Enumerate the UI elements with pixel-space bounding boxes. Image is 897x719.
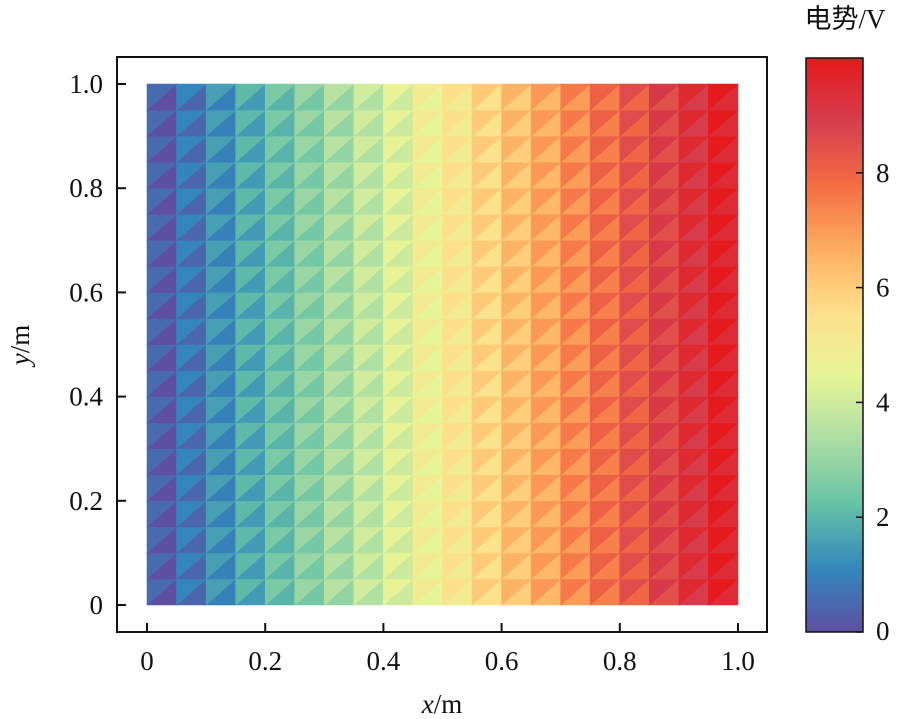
field-cell [471,83,503,111]
field-cell [678,83,710,111]
y-axis-label-var: y [5,353,35,368]
x-axis-label-var: x [421,689,434,719]
x-tick-label: 0.4 [367,646,401,676]
field-column [648,83,680,606]
colorbar-tick-label: 2 [876,502,890,532]
field-column [471,83,503,606]
field-column [500,83,532,606]
field-column [707,83,739,606]
field-cell [501,83,532,111]
field-cell [323,83,355,111]
field-column [353,83,385,606]
field-cell [442,83,473,111]
field-cell [619,83,651,111]
field-column [589,83,621,606]
field-column [293,83,326,606]
field-column [205,83,237,606]
colorbar [805,57,864,633]
field-column [264,83,296,606]
x-axis-label-unit: /m [434,689,463,719]
field-column [234,83,266,606]
field-column [441,83,473,606]
x-axis-ticks: 0 0.2 0.4 0.6 0.8 1.0 [140,623,755,676]
field-cell [412,83,444,111]
y-tick-label: 1.0 [69,69,103,99]
x-tick-label: 0 [140,646,154,676]
x-tick-label: 0.8 [603,646,637,676]
field-column [323,83,355,606]
field-column [412,83,444,606]
y-tick-label: 0.6 [69,277,103,307]
colorbar-tick-label: 0 [876,616,890,646]
y-tick-label: 0.2 [69,486,103,516]
field-column [619,83,651,606]
x-tick-label: 0.2 [248,646,282,676]
field-cell [146,83,178,111]
field-column [382,83,414,606]
y-tick-label: 0.4 [69,382,103,412]
potential-field [146,83,739,606]
field-cell [294,83,326,111]
field-cell [589,83,621,111]
colorbar-title: 电势/V [805,4,887,34]
y-axis-label: y/m [5,325,35,369]
y-tick-label: 0.8 [69,173,103,203]
x-tick-label: 1.0 [721,646,755,676]
field-column [146,83,178,606]
field-cell [353,83,385,111]
field-cell [176,83,207,111]
colorbar-tick-label: 6 [876,273,890,303]
field-column [175,83,207,606]
x-axis-label: x/m [421,689,463,719]
plot-frame [116,56,768,633]
field-cell [530,83,562,111]
y-axis-ticks: 0 0.2 0.4 0.6 0.8 1.0 [69,69,126,620]
colorbar-tick-label: 8 [876,158,890,188]
field-cell [649,83,680,111]
field-cell [560,83,592,111]
field-cell [235,83,266,111]
field-cell [383,83,414,111]
y-tick-label: 0 [90,590,104,620]
x-tick-label: 0.6 [485,646,519,676]
y-axis-label-unit: /m [5,325,35,354]
field-column [678,83,710,606]
field-cell [205,83,237,111]
field-cell [708,83,739,111]
colorbar-ticks: 0 2 4 6 8 [856,158,890,646]
field-column [559,83,592,606]
field-column [530,83,562,606]
colorbar-tick-label: 4 [876,387,890,417]
field-cell [264,83,296,111]
